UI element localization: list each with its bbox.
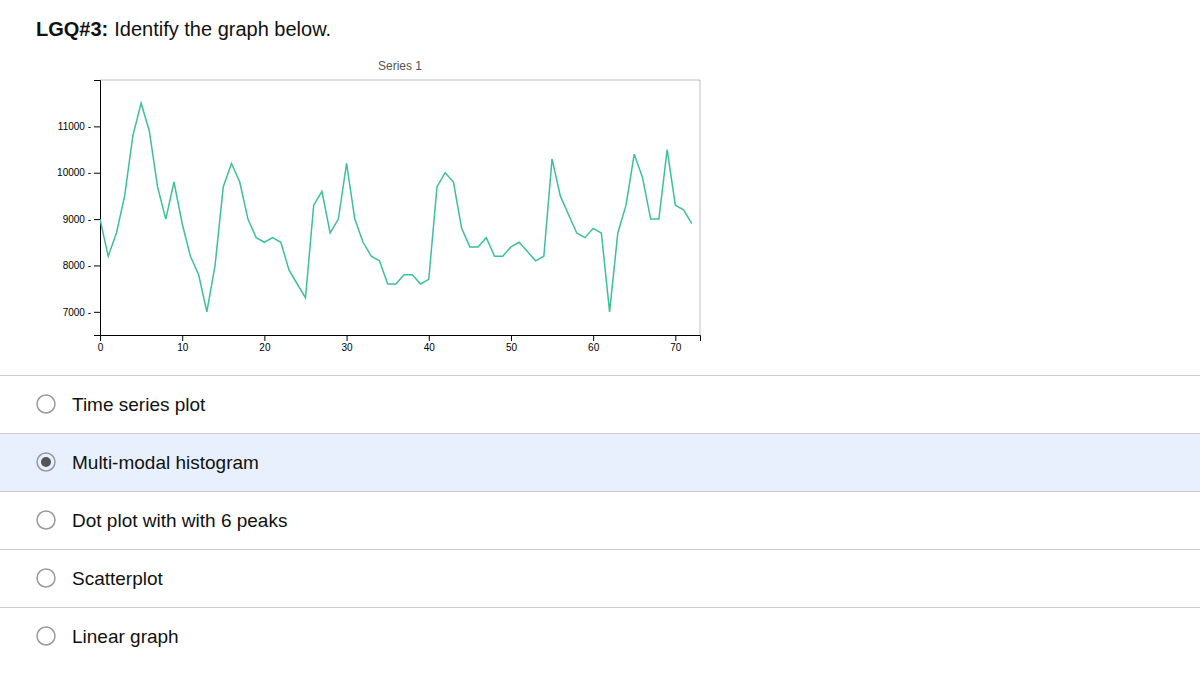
- option[interactable]: Scatterplot: [0, 549, 1200, 607]
- y-tick: 8000 -: [60, 260, 100, 271]
- option-separator: [0, 549, 1200, 550]
- x-tick-mark: [182, 335, 183, 341]
- y-tick-label: 8000 -: [60, 260, 91, 271]
- option-text[interactable]: Multi-modal histogram: [72, 452, 259, 473]
- x-tick-mark: [429, 335, 430, 341]
- y-tick-mark: [94, 126, 100, 127]
- frame-top: [100, 80, 700, 81]
- x-tick: 20: [259, 335, 271, 353]
- option-background[interactable]: [0, 549, 1200, 607]
- radio-selected[interactable]: [41, 457, 51, 467]
- y-tick-mark: [94, 173, 100, 174]
- x-tick: 70: [670, 335, 682, 353]
- series-line: [100, 103, 692, 312]
- option[interactable]: Dot plot with with 6 peaks: [0, 491, 1200, 549]
- x-tick-mark: [264, 335, 265, 341]
- x-tick-label: 30: [342, 342, 354, 353]
- y-tick-mark: [94, 265, 100, 266]
- radio[interactable]: [37, 511, 55, 529]
- y-tick-label: 7000 -: [60, 307, 91, 318]
- option[interactable]: Multi-modal histogram: [0, 433, 1200, 491]
- y-tick: 7000 -: [60, 307, 100, 318]
- option-text[interactable]: Dot plot with with 6 peaks: [72, 510, 287, 531]
- x-tick-label: 10: [177, 342, 189, 353]
- option-text[interactable]: Time series plot: [72, 394, 206, 415]
- y-axis: 7000 - 8000 - 9000 - 10000 - 11000 -: [57, 81, 100, 336]
- y-tick-mark: [94, 312, 100, 313]
- y-tick-label: 10000 -: [57, 167, 91, 178]
- chart: Series 1 0 10 20 30 40 50 60 70 7000 - 8000 - 90…: [57, 59, 700, 353]
- option-text[interactable]: Linear graph: [72, 626, 179, 647]
- chart-title: Series 1: [378, 59, 422, 73]
- y-tick: 10000 -: [57, 167, 100, 178]
- option[interactable]: Linear graph: [0, 607, 1200, 665]
- x-tick: 0: [98, 335, 104, 353]
- x-tick: 10: [177, 335, 189, 353]
- x-tick-label: 60: [588, 342, 600, 353]
- frame-right: [700, 80, 701, 335]
- radio[interactable]: [37, 627, 55, 645]
- y-tick-mark: [94, 219, 100, 220]
- y-tick-label: 11000 -: [58, 121, 91, 132]
- x-tick: 40: [424, 335, 436, 353]
- heading: LGQ#3: Identify the graph below.: [36, 18, 331, 40]
- option-text[interactable]: Scatterplot: [72, 568, 164, 589]
- x-tick-mark: [675, 335, 676, 341]
- x-tick-mark: [347, 335, 348, 341]
- option-background[interactable]: [0, 607, 1200, 665]
- option-separator: [0, 375, 1200, 376]
- option[interactable]: Time series plot: [0, 375, 1200, 433]
- x-tick-label: 50: [506, 342, 518, 353]
- x-axis-line: [101, 336, 701, 342]
- page: LGQ#3: Identify the graph below. Series 1 0…: [0, 0, 1200, 673]
- option-background[interactable]: [0, 375, 1200, 433]
- x-tick: 60: [588, 335, 600, 353]
- x-tick: 50: [506, 335, 518, 353]
- radio[interactable]: [37, 569, 55, 587]
- option-separator: [0, 433, 1200, 434]
- radio[interactable]: [37, 453, 55, 471]
- option-background[interactable]: [0, 491, 1200, 549]
- option-separator: [0, 491, 1200, 492]
- heading-bold: LGQ#3:: [36, 18, 108, 40]
- y-tick: 11000 -: [58, 121, 100, 132]
- x-tick-label: 40: [424, 342, 436, 353]
- x-tick: 30: [342, 335, 354, 353]
- option-separator: [0, 607, 1200, 608]
- x-tick-label: 70: [670, 342, 682, 353]
- x-axis: 0 10 20 30 40 50 60 70: [98, 335, 701, 353]
- y-tick: 9000 -: [60, 214, 100, 225]
- x-tick-mark: [511, 335, 512, 341]
- heading-text: Identify the graph below.: [114, 18, 331, 40]
- x-tick-mark: [593, 335, 594, 341]
- x-tick-label: 0: [98, 342, 104, 353]
- radio[interactable]: [37, 395, 55, 413]
- y-axis-line: [94, 81, 101, 336]
- plot-area: [100, 103, 692, 312]
- option-background[interactable]: [0, 433, 1200, 491]
- y-tick-label: 9000 -: [60, 214, 91, 225]
- x-tick-label: 20: [259, 342, 271, 353]
